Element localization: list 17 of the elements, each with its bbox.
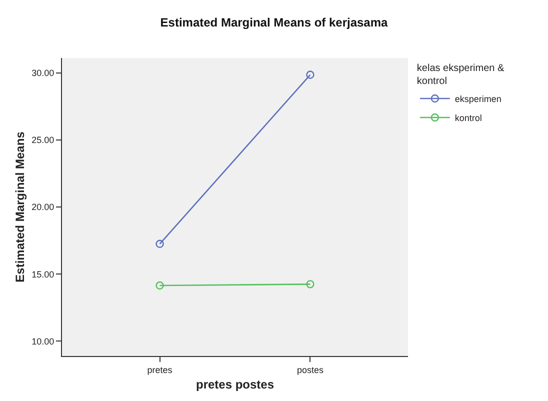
y-axis-title: Estimated Marginal Means [12,131,27,282]
point [306,280,314,288]
legend-label: kontrol [454,113,482,124]
y-tick-label: 25.00 [32,135,54,146]
chart-title: Estimated Marginal Means of kerjasama [160,15,388,30]
y-tick-label: 20.00 [32,202,54,212]
point [306,70,314,79]
y-tick-label: 15.00 [32,269,54,280]
point [156,240,164,248]
x-tick-label: pretes [147,364,173,375]
x-tick-label: postes [296,364,324,375]
x-axis-title: pretes postes [196,378,274,392]
legend-label: eksperimen [454,94,502,104]
legend-title: kelas eksperimen & kontrol [416,63,505,87]
y-tick-label: 30.00 [32,68,54,78]
point [156,281,164,290]
y-tick-label: 10.00 [32,336,54,346]
